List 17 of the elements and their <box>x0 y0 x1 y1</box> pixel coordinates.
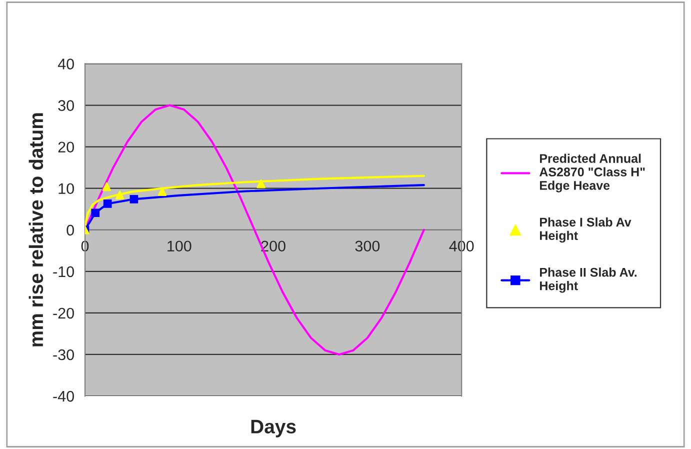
legend-label: Phase I Slab Av Height <box>540 217 632 243</box>
x-tick-label: 100 <box>168 240 192 252</box>
y-tick-label: -20 <box>53 308 74 319</box>
x-tick-label: 400 <box>449 240 474 252</box>
y-tick-label: 10 <box>58 183 74 194</box>
x-axis-title: Days <box>251 420 296 438</box>
x-tick-label: 300 <box>355 240 380 252</box>
y-tick-label: 20 <box>58 142 74 153</box>
y-axis-title: mm rise relative to datum <box>28 113 44 346</box>
y-tick-label: -30 <box>53 349 74 360</box>
y-tick-label: 30 <box>58 100 74 111</box>
y-tick-label: -40 <box>53 390 74 402</box>
y-tick-label: 0 <box>66 224 74 236</box>
legend-label: Phase II Slab Av. Height <box>540 268 636 293</box>
y-tick-label: 40 <box>58 58 74 70</box>
legend-label: Predicted Annual AS2870 "Class H" Edge Heave <box>539 154 645 192</box>
y-tick-label: -10 <box>53 266 74 278</box>
